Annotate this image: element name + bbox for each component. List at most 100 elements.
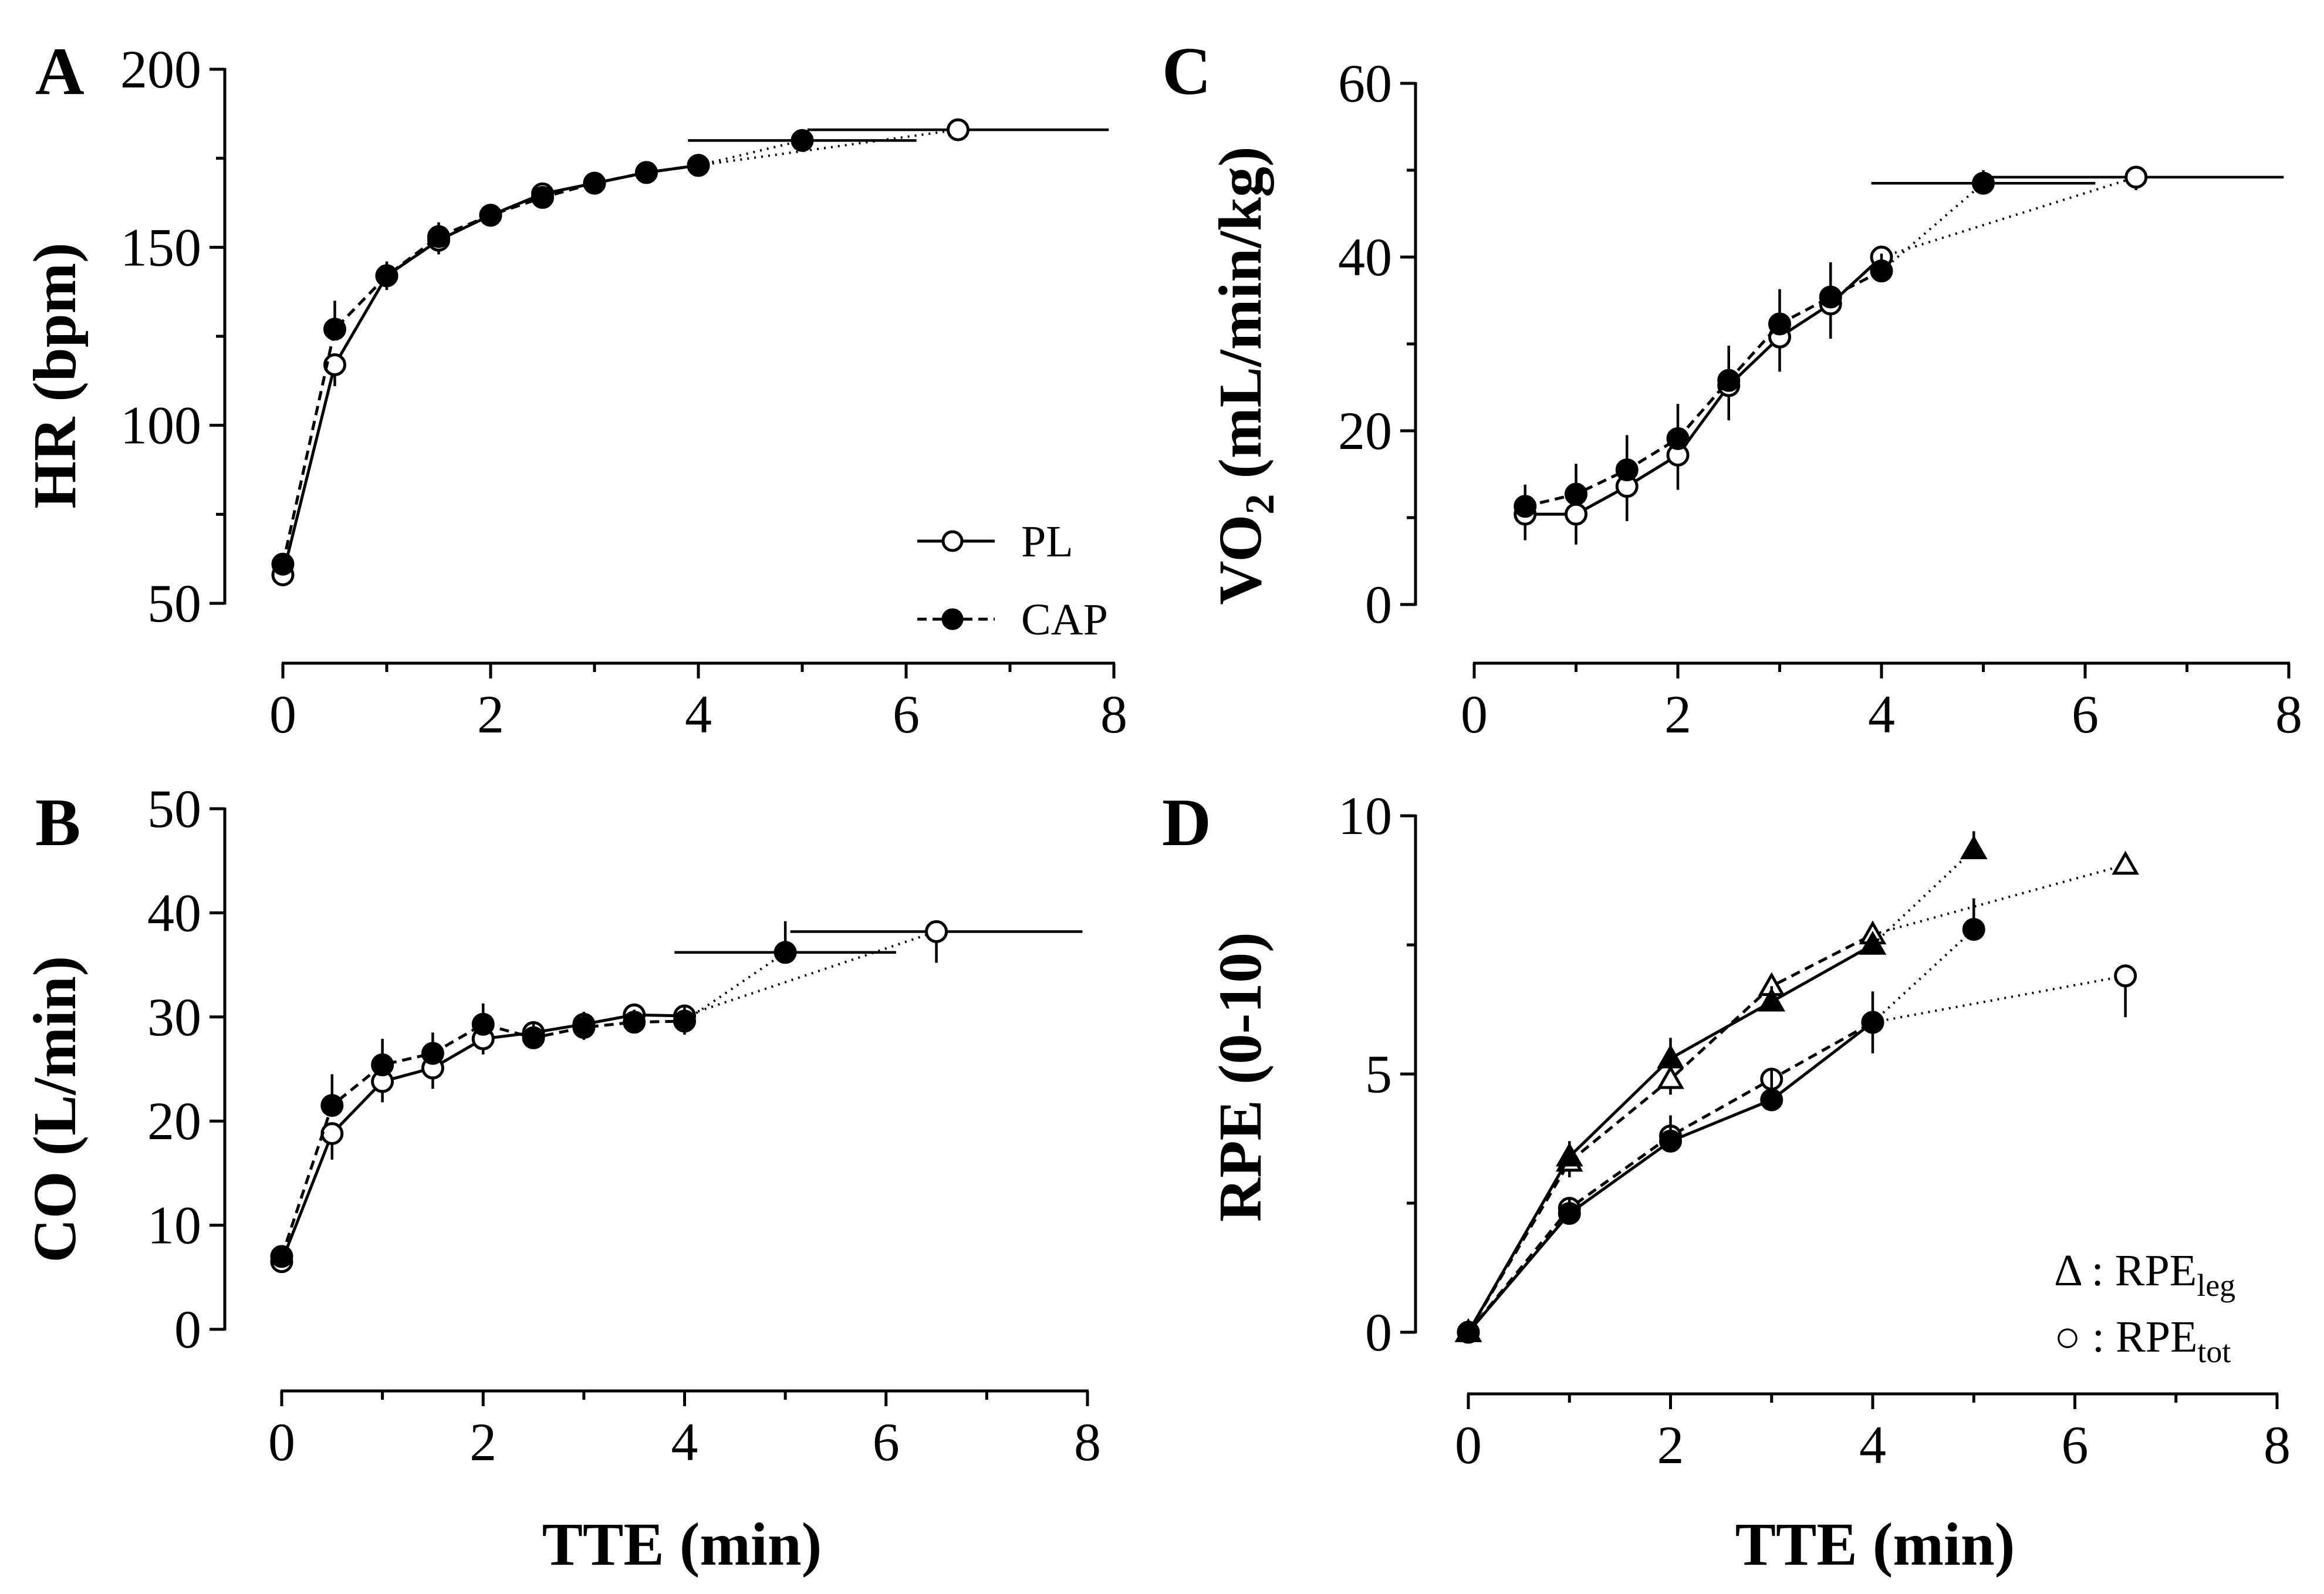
y-tick-label-b: 20 bbox=[147, 1091, 201, 1151]
panel-letter-d: D bbox=[1162, 785, 1211, 860]
d-series-rpeleg-pl-end-link bbox=[1872, 863, 2126, 936]
a-series-cap-end-link bbox=[698, 139, 803, 167]
x-tick-label-b: 2 bbox=[469, 1412, 496, 1472]
x-tick-label-a: 4 bbox=[685, 684, 712, 744]
d-series-rpetot-cap-point bbox=[1457, 1321, 1480, 1344]
vo2-label-main: VO bbox=[1207, 515, 1274, 605]
y-tick-label-a: 50 bbox=[147, 573, 201, 633]
x-tick-label-a: 8 bbox=[1100, 684, 1127, 744]
x-tick-label-b: 4 bbox=[671, 1412, 698, 1472]
b-series-cap-point bbox=[673, 1009, 696, 1033]
x-tick-label-a: 0 bbox=[269, 684, 296, 744]
a-series-cap-point bbox=[323, 318, 346, 341]
b-series-cap-point bbox=[371, 1053, 394, 1076]
y-axis-title-co: CO (L/min) bbox=[21, 956, 89, 1263]
x-tick-label-d: 2 bbox=[1657, 1415, 1684, 1475]
x-tick-label-c: 8 bbox=[2275, 684, 2302, 744]
legend-rpe-leg-text: Δ : RPE bbox=[2054, 1246, 2197, 1295]
b-series-cap-point bbox=[572, 1016, 596, 1039]
a-series-cap-end-point bbox=[791, 129, 814, 152]
d-series-rpetot-pl-end-link bbox=[1872, 974, 2126, 1024]
y-tick-label-c: 20 bbox=[1338, 401, 1392, 461]
legend-rpe-leg-sub: leg bbox=[2197, 1268, 2235, 1303]
d-series-rpetot-cap-point bbox=[1659, 1129, 1682, 1153]
c-series-cap-point bbox=[1615, 458, 1639, 482]
x-tick-label-c: 2 bbox=[1664, 684, 1691, 744]
x-tick-label-b: 0 bbox=[268, 1412, 295, 1472]
a-series-cap-point bbox=[271, 552, 295, 576]
b-series-cap-end-point bbox=[773, 941, 797, 964]
vo2-label-sub: 2 bbox=[1238, 494, 1283, 515]
c-series-cap-point bbox=[1514, 495, 1537, 518]
a-series-cap-point bbox=[687, 154, 710, 177]
y-tick-label-c: 60 bbox=[1338, 53, 1392, 113]
d-series-rpetot-pl-end-point bbox=[2114, 964, 2137, 988]
c-series-cap-point bbox=[1870, 259, 1893, 283]
c-series-cap-end-point bbox=[1972, 171, 1995, 195]
c-series-cap-point bbox=[1717, 369, 1741, 392]
b-series-pl-end-link bbox=[684, 930, 937, 1017]
b-series-cap-point bbox=[522, 1026, 545, 1049]
y-tick-label-c: 40 bbox=[1338, 227, 1392, 287]
panel-letter-a: A bbox=[35, 34, 85, 109]
b-series-pl-point bbox=[320, 1122, 344, 1145]
y-axis-title-vo2: VO2 (mL/min/kg) bbox=[1207, 146, 1283, 604]
y-tick-label-b: 50 bbox=[147, 779, 201, 839]
d-series-rpeleg-pl-end-point bbox=[2112, 850, 2139, 875]
a-series-cap-point bbox=[375, 264, 398, 288]
legend-cap-label: CAP bbox=[1021, 595, 1108, 644]
c-series-cap-point bbox=[1565, 482, 1587, 506]
c-series-cap-end-link bbox=[1880, 182, 1984, 272]
x-tick-label-a: 2 bbox=[477, 684, 504, 744]
d-series-rpeleg-cap-point bbox=[1859, 930, 1887, 955]
b-series-cap-point bbox=[320, 1094, 344, 1117]
b-series-cap-point bbox=[421, 1042, 444, 1065]
vo2-label-rest: (mL/min/kg) bbox=[1207, 146, 1274, 494]
a-series-pl-end-point bbox=[947, 118, 970, 141]
y-tick-label-d: 5 bbox=[1365, 1044, 1392, 1104]
x-tick-label-a: 6 bbox=[893, 684, 920, 744]
legend-rpe-leg: Δ : RPEleg bbox=[2054, 1246, 2235, 1303]
panel-b-co-chart: 0 10 20 30 40 50 0 2 4 6 8 bbox=[147, 779, 1101, 1472]
legend-cap-marker bbox=[941, 608, 964, 630]
d-series-rpetot-cap-point bbox=[1558, 1202, 1581, 1225]
a-series-cap-point bbox=[427, 225, 450, 248]
panel-a-hr-chart: 50 100 150 200 0 2 4 6 8 bbox=[120, 39, 1127, 744]
y-tick-label-b: 10 bbox=[147, 1196, 201, 1255]
y-tick-label-a: 200 bbox=[120, 39, 201, 99]
legend-rpe-tot-text: ○ : RPE bbox=[2054, 1312, 2197, 1362]
d-series-rpetot-cap-point bbox=[1861, 1011, 1884, 1034]
c-series-cap-point bbox=[1819, 285, 1842, 309]
d-series-rpeleg-cap-point bbox=[1758, 987, 1786, 1012]
c-series-pl-end-link bbox=[1881, 175, 2137, 258]
y-tick-label-a: 150 bbox=[120, 217, 201, 277]
c-series-pl-point bbox=[1565, 502, 1587, 526]
legend-panel-d: Δ : RPEleg ○ : RPEtot bbox=[2054, 1246, 2235, 1369]
c-series-cap-point bbox=[1666, 427, 1690, 450]
x-tick-label-d: 4 bbox=[1859, 1415, 1886, 1475]
y-tick-label-c: 0 bbox=[1365, 575, 1392, 634]
y-tick-label-d: 10 bbox=[1338, 786, 1392, 846]
x-tick-label-d: 8 bbox=[2264, 1415, 2291, 1475]
x-tick-label-d: 0 bbox=[1455, 1415, 1482, 1475]
x-tick-label-b: 8 bbox=[1074, 1412, 1101, 1472]
y-axis-title-hr: HR (bpm) bbox=[21, 242, 89, 509]
d-series-rpeleg-pl-point bbox=[1657, 1065, 1684, 1089]
b-series-cap-end-link bbox=[684, 951, 786, 1022]
y-axis-title-rpe: RPE (0-10) bbox=[1207, 932, 1274, 1222]
legend-panel-a: PL CAP bbox=[917, 517, 1108, 644]
x-tick-label-d: 6 bbox=[2062, 1415, 2089, 1475]
a-series-cap-point bbox=[635, 161, 658, 184]
y-tick-label-d: 0 bbox=[1365, 1302, 1392, 1362]
c-series-pl-end-point bbox=[2124, 166, 2148, 189]
x-tick-label-c: 0 bbox=[1461, 684, 1488, 744]
legend-pl-label: PL bbox=[1021, 517, 1073, 566]
y-tick-label-b: 40 bbox=[147, 883, 201, 943]
panel-c-vo2-chart: 0 20 40 60 0 2 4 6 8 bbox=[1338, 53, 2302, 744]
d-series-rpetot-cap-point bbox=[1760, 1088, 1783, 1112]
x-tick-label-b: 6 bbox=[873, 1412, 900, 1472]
panel-d-rpe-chart: 0 5 10 0 2 4 6 8 bbox=[1338, 786, 2291, 1475]
d-series-rpeleg-cap-point bbox=[1555, 1142, 1583, 1167]
b-series-cap-point bbox=[270, 1245, 293, 1268]
